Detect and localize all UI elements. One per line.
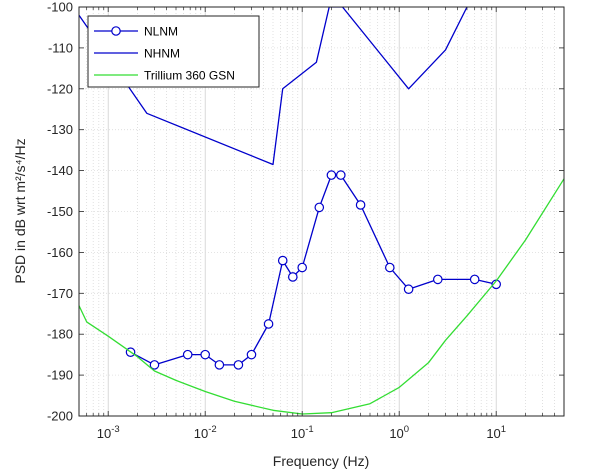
- data-point: [403, 284, 414, 295]
- x-tick-label: 101: [486, 424, 506, 441]
- y-tick-label: -200: [47, 409, 73, 424]
- x-tick-label: 10-2: [194, 424, 217, 441]
- series-nlnm: [125, 170, 501, 370]
- data-point: [384, 262, 395, 273]
- x-tick-label: 100: [389, 424, 409, 441]
- axis-ticks: 10-3 10-2 10-1 100 101 -100 -110 -120 -130 -140 -1…: [47, 0, 564, 441]
- data-point: [326, 170, 337, 180]
- y-axis-label: PSD in dB wrt m²/s⁴/Hz: [12, 138, 28, 283]
- legend: NLNM NHNM Trillium 360 GSN: [87, 15, 260, 88]
- data-point: [263, 319, 274, 329]
- y-tick-label: -190: [47, 368, 73, 383]
- grid: [79, 7, 564, 416]
- y-tick-label: -130: [47, 122, 73, 137]
- data-point: [297, 262, 307, 273]
- data-point: [355, 200, 366, 210]
- data-point: [246, 349, 257, 360]
- data-point: [336, 170, 346, 180]
- legend-label: Trillium 360 GSN: [144, 69, 235, 83]
- legend-marker: [111, 26, 121, 36]
- data-point: [314, 202, 325, 213]
- data-point: [233, 360, 244, 370]
- x-tick-label: 10-3: [97, 424, 120, 441]
- y-tick-label: -100: [47, 0, 73, 15]
- legend-label: NLNM: [144, 25, 178, 39]
- y-tick-label: -180: [47, 327, 73, 342]
- data-point: [214, 360, 225, 370]
- data-point: [469, 274, 480, 285]
- x-tick-label: 10-1: [291, 424, 314, 441]
- y-tick-label: -110: [48, 40, 73, 55]
- data-point: [287, 272, 298, 282]
- data-point: [277, 255, 288, 266]
- y-tick-label: -170: [47, 286, 73, 301]
- y-tick-label: -140: [47, 163, 73, 178]
- y-tick-label: -120: [47, 81, 73, 96]
- data-point: [433, 274, 443, 285]
- x-axis-label: Frequency (Hz): [273, 453, 369, 469]
- legend-label: NHNM: [144, 47, 180, 61]
- y-tick-label: -160: [47, 245, 73, 260]
- data-point: [149, 360, 160, 370]
- data-point: [200, 349, 210, 360]
- data-point: [182, 349, 193, 360]
- y-tick-label: -150: [47, 204, 73, 219]
